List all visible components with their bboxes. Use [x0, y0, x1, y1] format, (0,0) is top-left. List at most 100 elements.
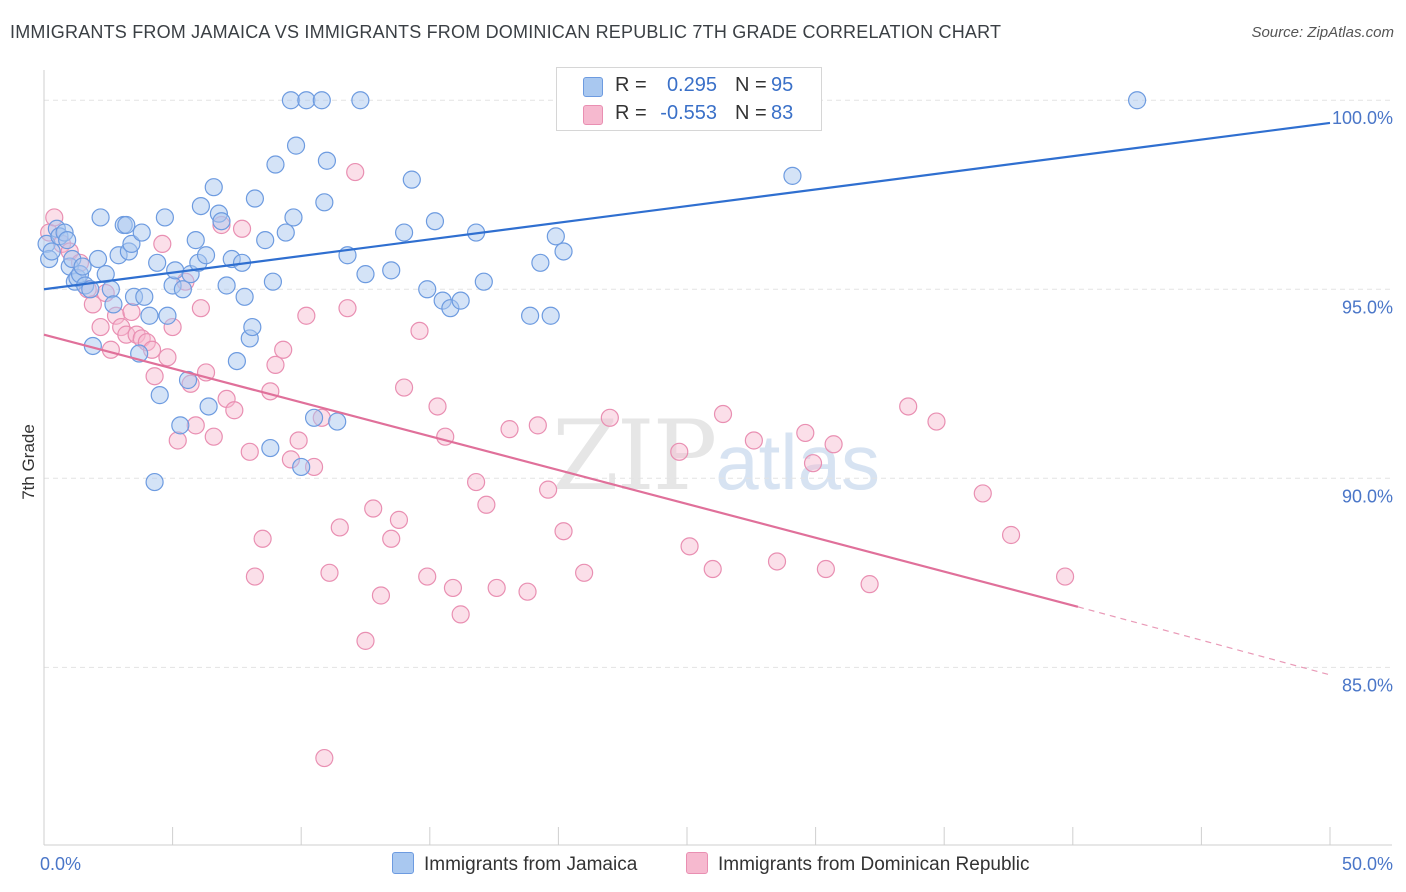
data-point-jamaica [150, 386, 169, 405]
legend-swatch-dominican [583, 105, 603, 125]
data-point-dominican [153, 234, 172, 254]
x-tick-labels: 0.0% 50.0% [40, 854, 1393, 874]
data-point-jamaica [117, 215, 136, 235]
data-point-jamaica [284, 208, 303, 227]
data-point-dominican [225, 401, 244, 420]
data-point-jamaica [546, 227, 565, 246]
data-point-jamaica [101, 280, 120, 299]
legend-row-jamaica: R = 0.295 N = 95 [557, 74, 821, 100]
data-point-dominican [767, 552, 787, 571]
source-credit: Source: ZipAtlas.com [1251, 24, 1394, 41]
y-axis-label: 7th Grade [19, 424, 38, 500]
data-point-jamaica [297, 91, 316, 110]
y-tick-label: 95.0% [1342, 297, 1393, 317]
data-point-jamaica [81, 280, 100, 299]
data-point-dominican [539, 480, 558, 499]
data-point-dominican [168, 431, 187, 450]
legend-r-value: -0.553 [660, 102, 717, 124]
legend-r-label: R = [615, 74, 647, 96]
data-point-jamaica [148, 253, 167, 272]
data-point-dominican [670, 442, 689, 461]
series-legend: Immigrants from Jamaica Immigrants from … [0, 852, 1406, 878]
data-point-dominican [245, 567, 265, 586]
data-point-dominican [899, 397, 918, 416]
data-point-jamaica [91, 208, 110, 227]
data-point-dominican [122, 302, 141, 322]
watermark: ZIPatlas [552, 400, 880, 512]
data-point-jamaica [42, 242, 61, 261]
data-point-dominican [320, 563, 339, 582]
data-point-jamaica [140, 306, 159, 325]
data-point-jamaica [317, 151, 337, 170]
data-point-jamaica [315, 193, 334, 212]
data-point-dominican [297, 306, 316, 325]
data-point-jamaica [88, 249, 108, 269]
axes [43, 70, 1392, 846]
trend-line-dominican [43, 333, 1079, 608]
data-point-jamaica [132, 223, 151, 242]
data-point-jamaica [104, 295, 123, 314]
data-point-jamaica [425, 212, 445, 231]
data-point-jamaica [186, 231, 205, 250]
data-point-jamaica [135, 287, 154, 306]
data-point-dominican [266, 355, 285, 374]
x-tick-label: 0.0% [40, 854, 81, 874]
data-point-jamaica [312, 91, 331, 110]
data-point-dominican [232, 219, 252, 238]
grid-lines [44, 99, 1392, 668]
y-tick-label: 100.0% [1332, 108, 1393, 128]
data-point-jamaica [243, 317, 262, 337]
data-point-dominican [240, 442, 259, 461]
data-point-dominican [600, 408, 619, 427]
data-point-dominican [428, 397, 447, 416]
y-tick-label: 85.0% [1342, 675, 1393, 695]
data-point-dominican [410, 321, 429, 340]
data-point-dominican [145, 367, 164, 386]
data-point-jamaica [402, 170, 421, 189]
legend-n-value: 95 [771, 74, 794, 96]
data-point-dominican [418, 567, 437, 586]
data-point-dominican [744, 431, 763, 450]
data-point-jamaica [382, 261, 401, 280]
legend-label-jamaica: Immigrants from Jamaica [424, 854, 638, 875]
data-point-dominican [382, 529, 401, 548]
data-point-jamaica [1127, 91, 1147, 110]
series-jamaica-points [37, 91, 1147, 492]
data-point-jamaica [58, 231, 77, 250]
legend-r-label: R = [615, 102, 647, 124]
data-point-jamaica [263, 272, 283, 291]
data-point-dominican [487, 578, 506, 598]
data-point-dominican [973, 484, 992, 503]
data-point-jamaica [356, 265, 375, 284]
data-point-dominican [315, 748, 334, 768]
data-point-jamaica [212, 212, 231, 231]
data-point-dominican [1001, 525, 1021, 545]
data-point-dominican [117, 325, 136, 344]
data-point-dominican [346, 162, 365, 182]
data-point-dominican [371, 586, 391, 605]
data-point-jamaica [521, 306, 540, 325]
legend-n-value: 83 [771, 102, 794, 124]
data-point-jamaica [451, 291, 470, 310]
data-point-jamaica [783, 166, 802, 185]
data-point-jamaica [276, 223, 295, 242]
data-point-dominican [554, 522, 573, 541]
data-point-dominican [443, 578, 463, 598]
data-point-jamaica [304, 408, 324, 427]
data-point-dominican [477, 495, 496, 514]
data-point-jamaica [73, 257, 92, 276]
data-point-dominican [1055, 567, 1075, 586]
data-point-dominican [796, 423, 815, 443]
data-point-dominican [528, 416, 547, 435]
data-point-jamaica [217, 276, 236, 295]
x-tick-label: 50.0% [1342, 854, 1393, 874]
data-point-dominican [289, 431, 308, 450]
data-point-jamaica [394, 223, 414, 242]
data-point-dominican [364, 499, 383, 518]
data-point-jamaica [531, 253, 550, 272]
data-point-jamaica [199, 397, 218, 416]
data-point-dominican [261, 382, 280, 401]
data-point-dominican [703, 559, 722, 579]
legend-r-value: 0.295 [666, 74, 717, 96]
data-point-dominican [803, 454, 823, 473]
